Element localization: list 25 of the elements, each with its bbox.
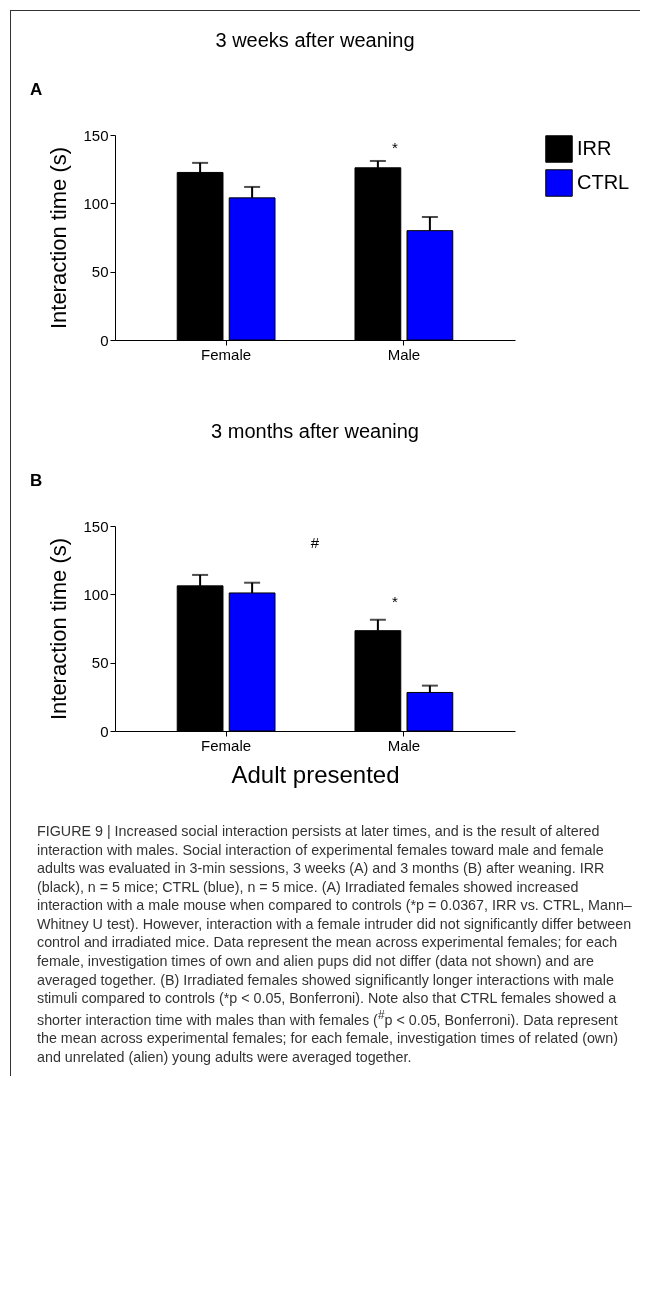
- legend-label: IRR: [577, 137, 612, 159]
- text: A: [30, 80, 43, 99]
- x-tick-label: Female: [201, 345, 252, 363]
- y-tick-label: 100: [83, 194, 109, 212]
- y-tick-label: 50: [91, 263, 109, 281]
- y-tick-label: 150: [83, 126, 109, 144]
- x-tick-label: Male: [387, 736, 421, 754]
- y-tick-label: 150: [83, 517, 109, 535]
- annotation: #: [310, 533, 320, 551]
- legend-label: CTRL: [577, 171, 630, 193]
- text: B: [30, 471, 43, 490]
- y-axis-title: Interaction time (s): [46, 537, 72, 721]
- chart-title: 3 months after weaning: [211, 420, 419, 442]
- x-tick-label: Male: [387, 345, 421, 363]
- annotation: *: [392, 593, 399, 611]
- y-tick-label: 0: [100, 722, 109, 740]
- y-axis-title: Interaction time (s): [46, 146, 72, 330]
- text: FIGURE 9 | Increased social interaction persists at later times, and is the result of altered interaction with males. Social interaction of experimental females toward male and female adults was evaluated in 3-min sessions, 3 weeks (A) and 3 months (B) after weaning. IRR (black), n = 5 mice; CTRL (blue), n = 5 mice. (A) Irradiated females showed increased interaction with a male mouse when compared to controls (*p = 0.0367, IRR vs. CTRL, Mann–Whitney U test). However, interaction with a female intruder did not significantly differ between control and irradiated mice. Data represent the mean across experimental females; for each female, investigation times of own and alien pups did not differ (data not shown) and are averaged together. (B) Irradiated females showed significantly longer interactions with male stimuli compared to controls (*p < 0.05, Bonferroni). Note also that CTRL females showed a shorter interaction time with males than with females ($^{#}$p < 0.05, Bonferroni). Data represent the mean across experimental females; for each female, investigation times of related (own) and unrelated (alien) young adults were averaged together.: [37, 823, 632, 1065]
- y-tick-label: 0: [100, 331, 109, 349]
- y-tick-label: 100: [83, 585, 109, 603]
- chart-title: 3 weeks after weaning: [215, 29, 415, 51]
- annotation: *: [392, 138, 399, 156]
- y-tick-label: 50: [91, 654, 109, 672]
- x-tick-label: Female: [201, 736, 252, 754]
- x-axis-title: Adult presented: [231, 760, 400, 788]
